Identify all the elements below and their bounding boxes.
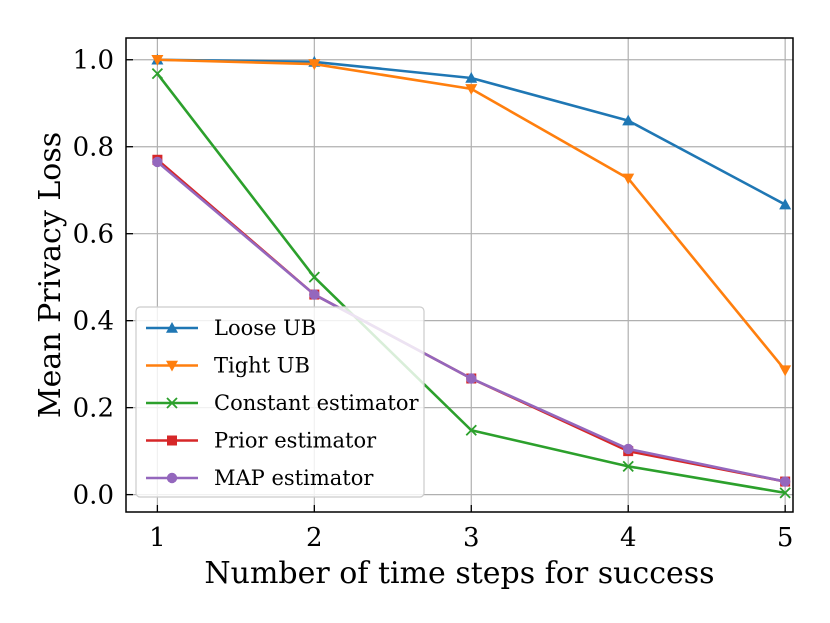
y-tick-label: 0.4 <box>73 307 114 337</box>
data-point <box>309 289 320 300</box>
legend: Loose UB Tight UB Constant estimator Prior … <box>135 306 425 498</box>
y-axis-label: Mean Privacy Loss <box>33 132 68 418</box>
x-tick-label: 4 <box>620 523 637 553</box>
legend-item: Constant estimator <box>146 391 419 415</box>
data-point <box>465 424 477 436</box>
data-point <box>622 173 635 185</box>
x-tick-label: 3 <box>463 523 480 553</box>
legend-box <box>135 306 425 498</box>
data-point <box>779 365 792 377</box>
series-layer <box>151 53 792 499</box>
data-point <box>151 54 164 66</box>
legend-label: Loose UB <box>214 316 316 340</box>
x-tick-label: 5 <box>777 523 794 553</box>
plot-frame <box>125 37 794 513</box>
y-tick-label: 0.8 <box>73 133 114 163</box>
y-tick-label: 0.0 <box>73 481 114 511</box>
legend-item: Tight UB <box>146 354 310 378</box>
x-axis-label: Number of time steps for success <box>204 556 714 591</box>
data-point <box>779 198 792 210</box>
data-point <box>466 373 477 384</box>
data-point <box>779 476 791 487</box>
legend-label: MAP estimator <box>214 466 374 490</box>
series <box>151 68 791 499</box>
data-point <box>779 487 791 499</box>
data-point <box>152 156 163 168</box>
legend-marker <box>166 472 178 484</box>
legend-marker <box>166 360 178 372</box>
data-point <box>622 460 634 472</box>
data-point <box>465 84 478 95</box>
y-tick-label: 0.6 <box>73 220 114 250</box>
data-point <box>623 443 634 455</box>
x-tick-label: 2 <box>306 523 323 553</box>
y-tick-label: 1.0 <box>73 46 114 76</box>
data-point <box>308 271 320 283</box>
legend-label: Tight UB <box>214 354 310 378</box>
series <box>151 54 792 377</box>
legend-label: Prior estimator <box>214 429 377 453</box>
x-tick-label: 1 <box>149 523 166 553</box>
y-tick-label: 0.2 <box>73 394 114 424</box>
legend-marker <box>166 397 178 409</box>
data-point <box>465 72 478 83</box>
axis-ticks: 1 2 3 4 5 0.0 0.2 0.4 0.6 0.8 1.0 <box>73 46 794 553</box>
legend-marker <box>166 322 178 333</box>
data-point <box>151 68 164 80</box>
series <box>152 156 791 487</box>
legend-item: MAP estimator <box>146 466 374 490</box>
data-point <box>622 114 635 126</box>
legend-label: Constant estimator <box>214 391 419 415</box>
legend-marker <box>167 435 177 446</box>
legend-item: Prior estimator <box>146 429 377 453</box>
legend-item: Loose UB <box>146 316 316 340</box>
data-point <box>308 59 321 71</box>
